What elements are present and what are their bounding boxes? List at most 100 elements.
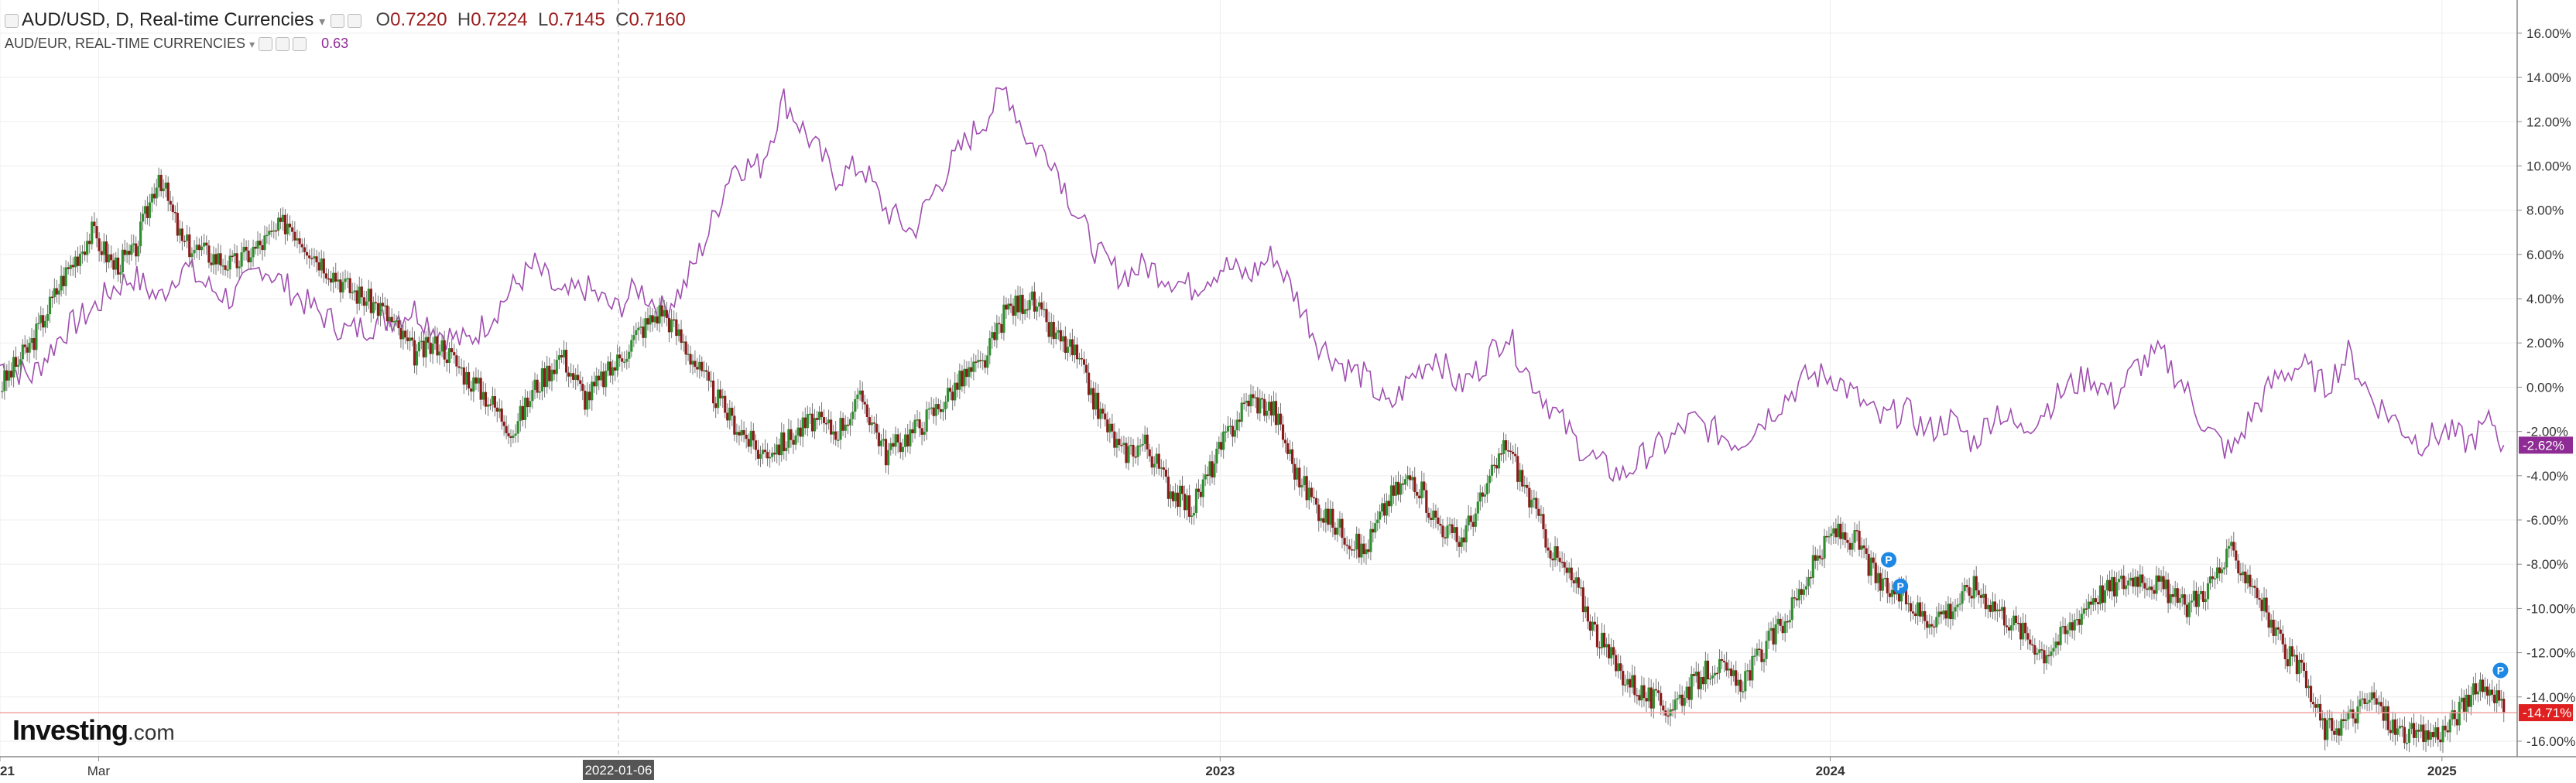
candle-body <box>2455 719 2458 726</box>
candle-body <box>1783 621 1786 634</box>
candle-body <box>1940 611 1943 615</box>
candle-body <box>270 231 273 232</box>
candle-body <box>1574 577 1577 583</box>
candle-body <box>1492 464 1496 467</box>
candle-body <box>2347 711 2350 720</box>
candle-body <box>1360 543 1363 558</box>
candle-body <box>291 227 294 232</box>
candle-body <box>1683 697 1686 706</box>
candle-body <box>865 404 868 418</box>
candle-body <box>1963 585 1966 592</box>
candle-body <box>2007 627 2011 631</box>
collapse-icon[interactable] <box>5 13 19 28</box>
markers-layer[interactable]: P P P <box>1881 552 2509 679</box>
time-tick-label: 2021 <box>0 764 15 778</box>
candle-body <box>2331 718 2334 731</box>
candle-body <box>1066 347 1070 353</box>
candle-body <box>2361 698 2364 700</box>
candle-body <box>2286 659 2289 667</box>
candle-body <box>242 247 245 253</box>
settings-icon[interactable] <box>259 37 273 52</box>
candle-body <box>2469 695 2473 707</box>
candle-body <box>649 315 652 325</box>
candle-body <box>861 390 864 402</box>
candle-body <box>993 332 996 340</box>
compare-title[interactable]: AUD/EUR, REAL-TIME CURRENCIES <box>5 36 246 51</box>
candle-body <box>2197 593 2201 607</box>
candle-body <box>1483 494 1486 497</box>
candle-body <box>1322 518 1325 523</box>
candle-body <box>1893 590 1896 595</box>
candle-body <box>2040 649 2043 651</box>
candle-body <box>1460 537 1463 547</box>
last-value-label: -14.71% <box>2523 706 2571 720</box>
visibility-icon[interactable] <box>276 37 290 52</box>
candle-body <box>948 388 952 392</box>
candle-body <box>776 444 779 455</box>
chevron-down-icon[interactable]: ▾ <box>319 15 326 29</box>
visibility-icon[interactable] <box>347 13 361 28</box>
candle-body <box>1396 481 1400 495</box>
candle-body <box>1793 597 1796 599</box>
price-axis[interactable]: 16.00% 14.00% 12.00% 10.00% 8.00% 6.00% 4.00% 2… <box>2516 0 2576 757</box>
candle-body <box>2276 627 2280 630</box>
candle-body <box>1338 518 1341 528</box>
symbol-title[interactable]: AUD/USD, D, Real-time Currencies <box>22 9 314 30</box>
time-axis[interactable]: 2021 Mar 2023 2024 2025 2022-01-06 <box>0 756 2576 780</box>
candle-body <box>787 429 790 448</box>
candle-body <box>1171 491 1175 501</box>
candle-body <box>69 265 72 269</box>
candle-body <box>696 367 699 370</box>
candle-body <box>1694 672 1697 676</box>
candle-body <box>2384 706 2387 721</box>
candle-body <box>1942 610 1945 615</box>
candle-body <box>721 395 724 398</box>
candle-body <box>1061 336 1064 342</box>
candle-body <box>516 421 519 434</box>
candle-body <box>1365 549 1368 555</box>
candle-body <box>1166 477 1170 499</box>
chevron-down-icon[interactable]: ▾ <box>249 38 255 50</box>
candle-body <box>283 214 287 234</box>
candle-body <box>848 419 852 426</box>
compare-series-legend[interactable]: AUD/EUR, REAL-TIME CURRENCIES ▾ 0.63 <box>5 36 348 52</box>
main-series-legend[interactable]: AUD/USD, D, Real-time Currencies ▾ O0.72… <box>5 9 686 31</box>
close-icon[interactable] <box>293 37 307 52</box>
candle-body <box>2451 710 2454 720</box>
candle-body <box>1744 671 1747 692</box>
candle-body <box>1476 501 1479 514</box>
candle-body <box>12 357 15 378</box>
candle-body <box>1070 339 1074 356</box>
candle-body <box>533 379 536 390</box>
candle-body <box>1439 523 1442 526</box>
candle-body <box>470 388 473 392</box>
candle-body <box>884 439 888 466</box>
candle-body <box>1711 675 1714 679</box>
candle-body <box>986 355 989 368</box>
candle-body <box>694 361 697 368</box>
candle-body <box>2068 622 2071 631</box>
candle-body <box>1647 687 1650 702</box>
candle-body <box>577 374 580 381</box>
candle-body <box>176 213 179 236</box>
settings-icon[interactable] <box>330 13 344 28</box>
candle-body <box>1399 483 1403 495</box>
candle-body <box>1802 589 1805 595</box>
candle-body <box>773 453 776 455</box>
candle-body <box>1811 555 1814 578</box>
candle-body <box>1970 595 1973 599</box>
p-marker-icon[interactable]: P <box>1893 578 1909 594</box>
candle-body <box>265 234 269 237</box>
candle-body <box>2213 578 2217 580</box>
candle-body <box>310 258 313 260</box>
candle-body <box>1293 463 1297 480</box>
series-line-aud-eur <box>0 86 2505 483</box>
candle-body <box>675 319 678 337</box>
p-marker-icon[interactable]: P <box>1881 552 1897 568</box>
candle-body <box>1169 491 1173 499</box>
candle-body <box>1718 659 1721 673</box>
candle-body <box>646 318 649 325</box>
candle-body <box>457 366 461 368</box>
p-marker-icon[interactable]: P <box>2492 662 2509 679</box>
